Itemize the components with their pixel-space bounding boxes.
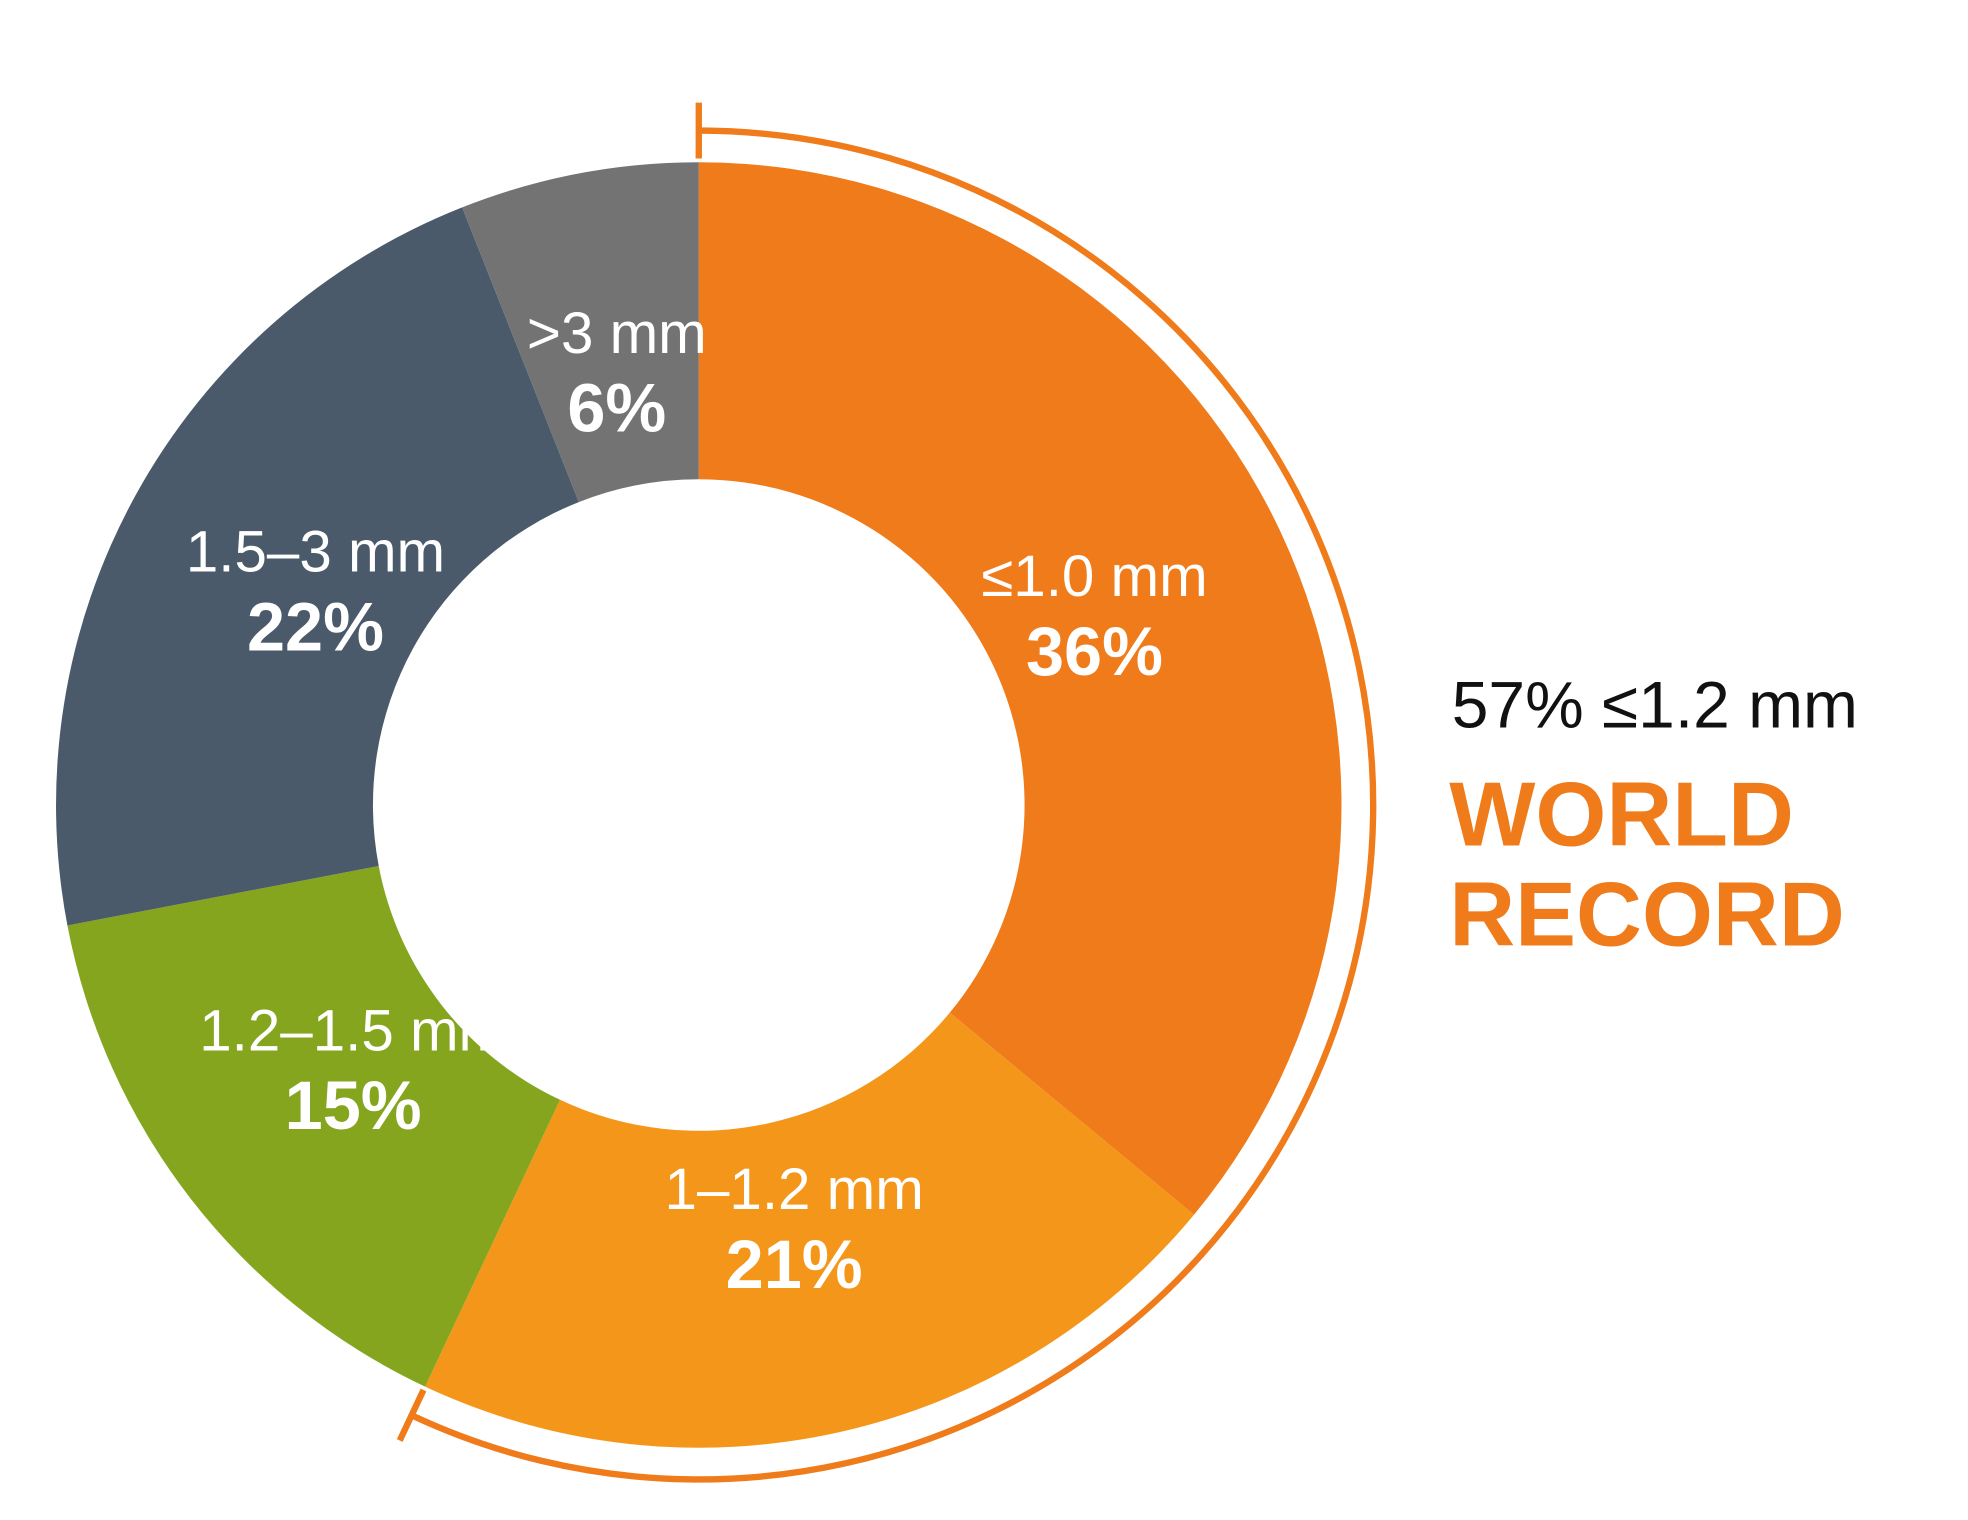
donut-slice [425, 1012, 1194, 1448]
slice-label: ≤1.0 mm [981, 544, 1207, 609]
slice-label: 1–1.2 mm [665, 1157, 924, 1222]
donut-slice [67, 866, 561, 1387]
donut-slice [56, 207, 579, 926]
bracket [410, 127, 1377, 1483]
callout-line: RECORD [1449, 864, 1845, 966]
value-label: 15% [285, 1067, 422, 1144]
value-label: 21% [726, 1226, 863, 1303]
slice-label: 1.5–3 mm [186, 520, 445, 585]
donut-slice [462, 162, 699, 503]
bracket-tick [396, 1388, 427, 1442]
value-label: 22% [247, 588, 384, 665]
callout-line: WORLD [1449, 764, 1794, 866]
slice-label: 1.2–1.5 mm [199, 998, 507, 1063]
value-label: 36% [1026, 613, 1163, 690]
donut-slice [698, 162, 1342, 1215]
value-label: 6% [567, 369, 666, 446]
annotation: 57% ≤1.2 mm [1452, 667, 1858, 741]
slice-label: >3 mm [527, 301, 707, 366]
